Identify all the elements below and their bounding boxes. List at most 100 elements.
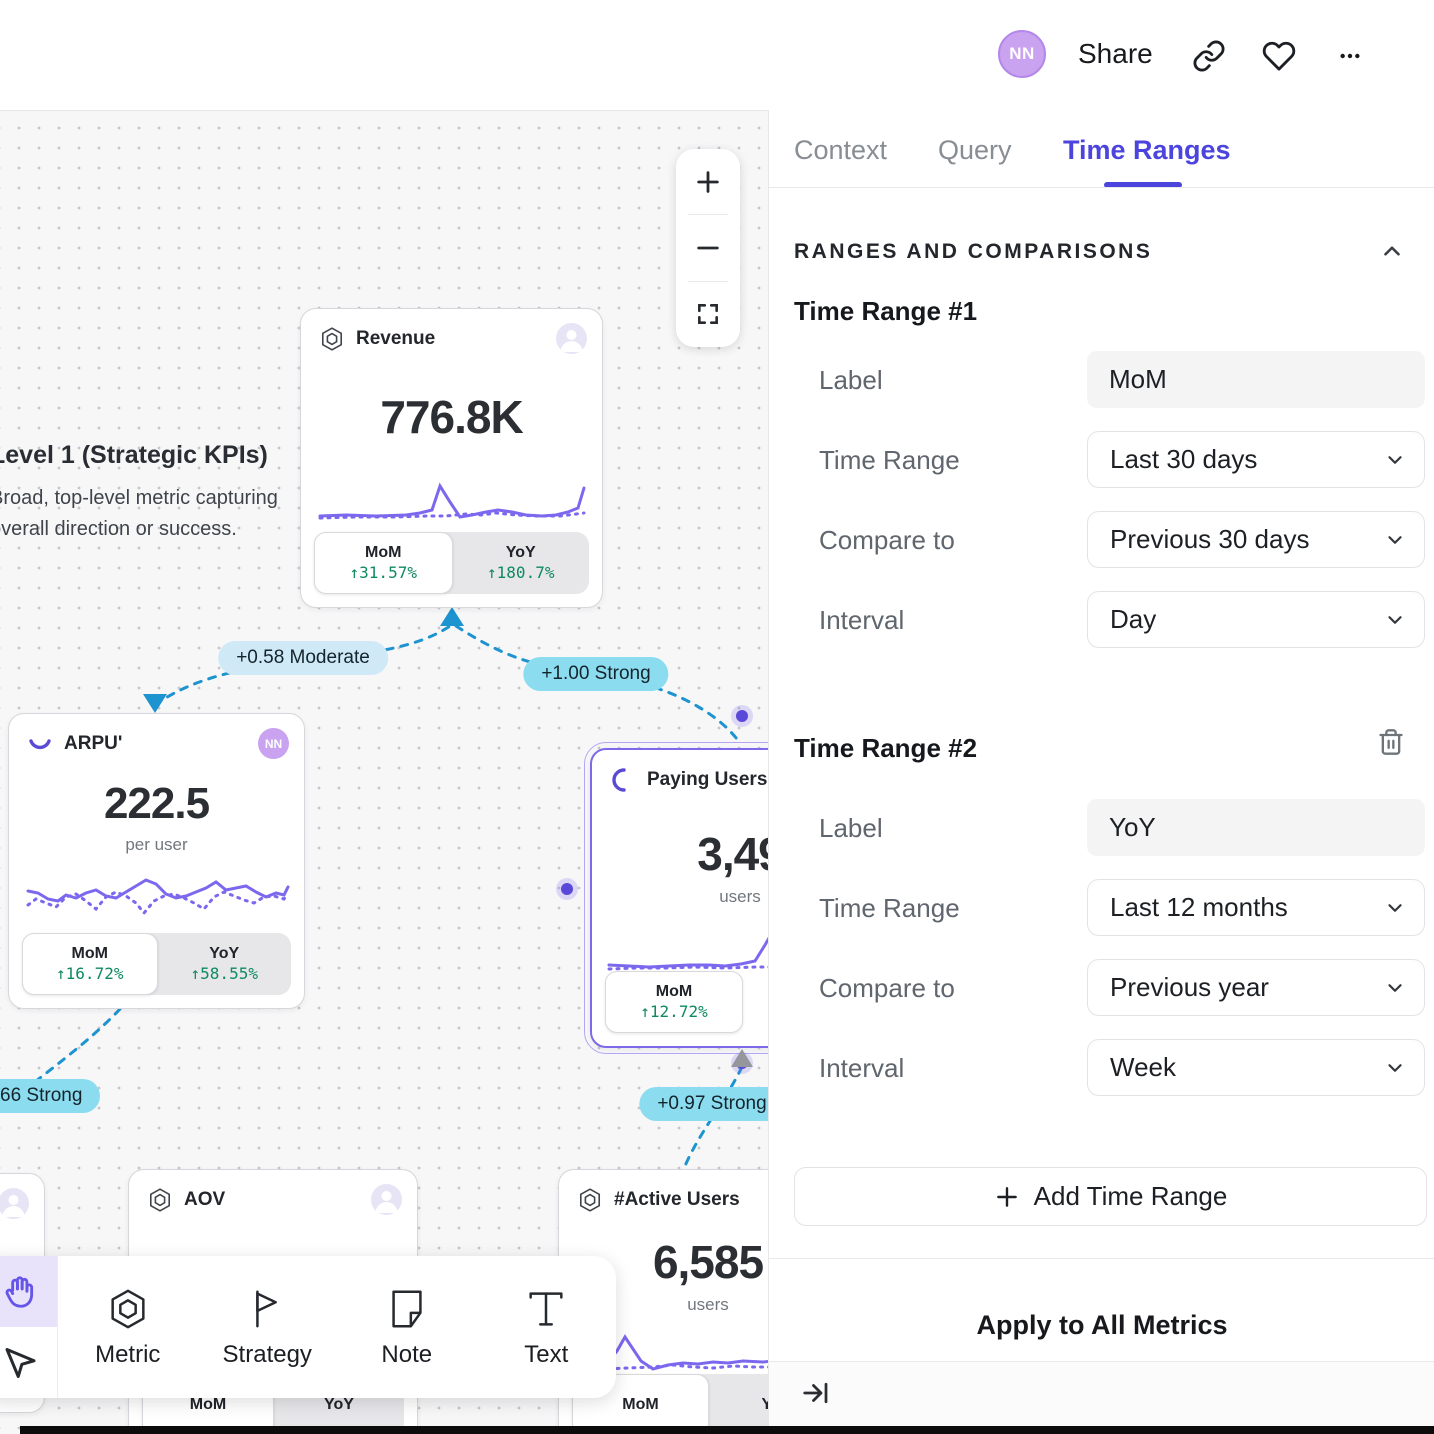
field-label: Interval: [819, 1053, 905, 1083]
add-time-range-label: Add Time Range: [1033, 1181, 1228, 1211]
owner-avatar: [0, 1188, 29, 1219]
mom-segment[interactable]: MoM ↑12.72%: [605, 971, 743, 1033]
mom-label: MoM: [365, 544, 402, 561]
select-value: Week: [1110, 1052, 1176, 1082]
favorite-heart-icon[interactable]: [1262, 39, 1296, 73]
card-title: Paying Users': [647, 769, 768, 790]
tab-query[interactable]: Query: [938, 135, 1012, 165]
field-label: Label: [819, 365, 883, 395]
yoy-segment[interactable]: YoY ↑180.7%: [453, 532, 590, 594]
chevron-down-icon: [1388, 1063, 1402, 1072]
sparkline: [318, 482, 585, 520]
delete-time-range-trash-icon[interactable]: [1377, 728, 1405, 756]
note-tool[interactable]: Note: [337, 1256, 477, 1398]
active-tab-underline: [1104, 182, 1182, 188]
more-options-icon[interactable]: [1330, 45, 1364, 79]
add-time-range-button[interactable]: Add Time Range: [794, 1167, 1427, 1226]
object-tools: Metric Strategy Note Text: [58, 1256, 616, 1398]
yoy-value: ↑180.7%: [487, 563, 555, 582]
mom-segment[interactable]: MoM ↑16.72%: [22, 933, 158, 995]
select-value: Day: [1110, 604, 1157, 634]
plus-icon: [996, 1186, 1017, 1207]
group-note-title: Level 1 (Strategic KPIs): [0, 441, 268, 469]
interval-select-tr1[interactable]: Day: [1087, 591, 1425, 648]
comparison-toggle: MoM ↑16.72% YoY ↑58.55%: [22, 933, 291, 995]
comparison-toggle: MoM ↑12.72%: [605, 971, 743, 1033]
bottom-screen-edge: [20, 1426, 1434, 1434]
comparison-toggle: MoM ↑31.57% YoY ↑180.7%: [314, 532, 589, 594]
divider: [769, 187, 1434, 188]
loading-arc-icon: [610, 767, 636, 793]
tab-time-ranges[interactable]: Time Ranges: [1063, 135, 1231, 165]
strategy-tool[interactable]: Strategy: [198, 1256, 338, 1398]
compare-to-select-tr2[interactable]: Previous year: [1087, 959, 1425, 1016]
mom-segment[interactable]: MoM ↑31.57%: [314, 532, 453, 594]
mom-value: ↑12.72%: [640, 1002, 708, 1021]
canvas-toolbar: Metric Strategy Note Text: [0, 1256, 616, 1398]
mom-label: MoM: [655, 983, 693, 1000]
yoy-label: YoY: [762, 1396, 768, 1414]
top-bar: NN Share: [0, 0, 1434, 110]
field-label: Interval: [819, 605, 905, 635]
zoom-controls: [676, 149, 740, 347]
metric-tool[interactable]: Metric: [58, 1256, 198, 1398]
text-tool[interactable]: Text: [477, 1256, 617, 1398]
tool-label: Text: [524, 1340, 569, 1368]
metric-value: 3,49: [697, 828, 768, 880]
correlation-badge[interactable]: +0.97 Strong: [639, 1087, 768, 1121]
apply-to-all-metrics-button[interactable]: Apply to All Metrics: [976, 1310, 1228, 1340]
time-range-select-tr2[interactable]: Last 12 months: [1087, 879, 1425, 936]
metric-hexagon-icon: [147, 1187, 173, 1213]
yoy-value: ↑58.55%: [190, 964, 258, 983]
copy-link-icon[interactable]: [1192, 39, 1226, 73]
chevron-down-icon: [1388, 455, 1402, 464]
correlation-badge[interactable]: 66 Strong: [0, 1079, 101, 1113]
edge-handle-dot[interactable]: [736, 710, 748, 722]
interval-select-tr2[interactable]: Week: [1087, 1039, 1425, 1096]
user-avatar[interactable]: NN: [998, 30, 1046, 78]
time-range-select-tr1[interactable]: Last 30 days: [1087, 431, 1425, 488]
correlation-badge[interactable]: +0.58 Moderate: [218, 641, 388, 675]
correlation-badge[interactable]: +1.00 Strong: [523, 657, 669, 691]
settings-panel: Context Query Time Ranges RANGES AND COM…: [768, 110, 1434, 1434]
collapse-panel-icon[interactable]: [801, 1378, 831, 1408]
hand-tool[interactable]: [0, 1256, 57, 1327]
metric-tree-canvas[interactable]: Level 1 (Strategic KPIs) Broad, top-leve…: [0, 110, 768, 1434]
metric-unit: users: [687, 1295, 729, 1314]
select-tool[interactable]: [0, 1327, 57, 1398]
label-input-tr1[interactable]: [1087, 351, 1425, 408]
panel-footer: [769, 1362, 1434, 1434]
divider: [769, 1361, 1434, 1362]
zoom-out-button[interactable]: [676, 215, 740, 280]
metric-card-paying-users[interactable]: Paying Users' 3,49 users MoM ↑12.72%: [584, 742, 768, 1054]
fit-view-button[interactable]: [676, 282, 740, 347]
sparkline: [26, 878, 289, 916]
yoy-segment[interactable]: YoY ↑58.55%: [158, 933, 292, 995]
comparison-toggle: MoM YoY: [572, 1374, 768, 1434]
metric-card-revenue[interactable]: Revenue 776.8K MoM ↑31.57% YoY ↑180.7%: [300, 308, 603, 608]
compare-to-select-tr1[interactable]: Previous 30 days: [1087, 511, 1425, 568]
mom-label: MoM: [189, 1396, 227, 1413]
card-title: #Active Users: [614, 1189, 740, 1210]
yoy-segment[interactable]: YoY: [709, 1374, 768, 1434]
metric-unit: users: [719, 887, 761, 906]
edge-handle-dot[interactable]: [561, 883, 573, 895]
yoy-label: YoY: [209, 945, 240, 962]
chevron-down-icon: [1388, 535, 1402, 544]
yoy-segment[interactable]: YoY: [274, 1374, 404, 1434]
metric-value: 6,585: [652, 1236, 764, 1288]
tab-context[interactable]: Context: [794, 135, 888, 165]
chevron-down-icon: [1388, 903, 1402, 912]
share-button[interactable]: Share: [1078, 38, 1153, 69]
zoom-in-button[interactable]: [676, 149, 740, 214]
metric-card-arpu[interactable]: ARPU' NN 222.5 per user MoM ↑16.72% YoY …: [8, 713, 305, 1009]
tool-label: Metric: [95, 1340, 161, 1368]
metric-unit: per user: [125, 835, 188, 854]
label-input-tr2[interactable]: [1087, 799, 1425, 856]
field-label: Time Range: [819, 445, 960, 475]
metric-value: 776.8K: [380, 391, 523, 443]
collapse-section-chevron-icon[interactable]: [1379, 238, 1405, 264]
select-value: Last 30 days: [1110, 444, 1258, 474]
field-label: Label: [819, 813, 883, 843]
